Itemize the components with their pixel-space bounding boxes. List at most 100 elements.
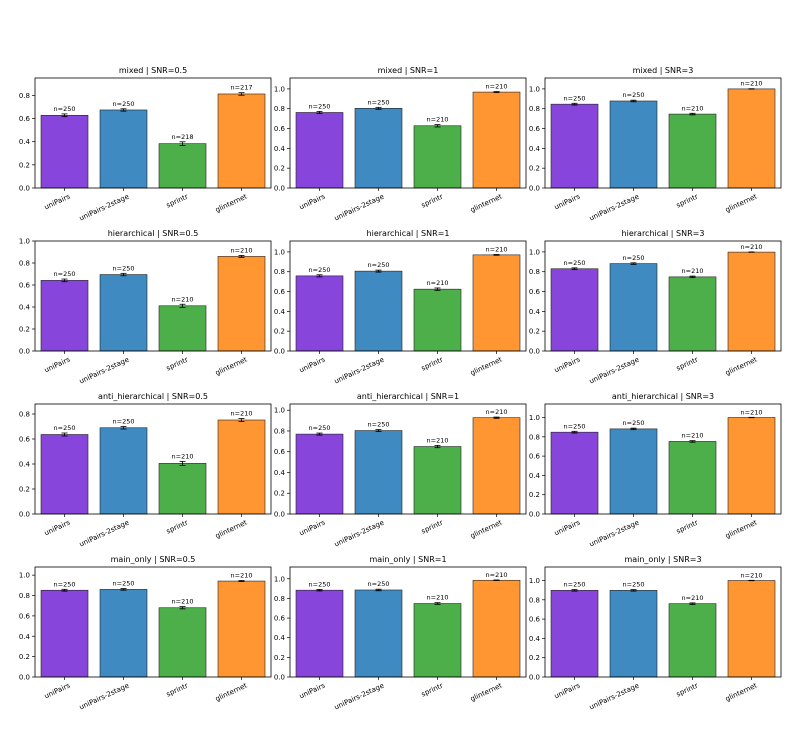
axes-frame — [544, 240, 782, 352]
y-tick-label: 0.6 — [529, 125, 541, 133]
x-tick-label: uniPairs — [553, 192, 582, 211]
y-tick-label: 0.0 — [529, 185, 540, 193]
axes-frame — [544, 403, 782, 515]
x-tick-label: uniPairs-2stage — [588, 519, 640, 549]
y-tick-label: 0.4 — [529, 308, 541, 316]
x-tick-label: uniPairs — [43, 355, 72, 374]
x-tick-label: uniPairs — [298, 518, 327, 537]
x-tick-label: uniPairs — [553, 681, 582, 700]
bar-sprintr — [668, 603, 717, 678]
x-tick-label: sprintr — [420, 519, 444, 536]
subplot-title: main_only | SNR=3 — [624, 555, 701, 564]
bar-count-label: n=210 — [231, 410, 253, 418]
x-tick-label: uniPairs-2stage — [78, 519, 130, 549]
bar-glinternet — [472, 579, 521, 678]
y-tick-label: 0.6 — [529, 288, 541, 296]
subplot-2: mixed | SNR=1 0.0 0.2 0.4 0.6 0.8 1.0 n=250 uniP… — [274, 66, 527, 223]
bar-sprintr — [413, 125, 462, 189]
y-tick-label: 0.0 — [274, 511, 285, 519]
bar-count-label: n=250 — [54, 105, 76, 113]
y-tick-label: 1.0 — [19, 572, 30, 580]
bar-uniPairs-2stage — [99, 589, 148, 678]
bar-glinternet — [472, 254, 521, 352]
y-tick-label: 0.6 — [19, 436, 31, 444]
x-tick-label: glinternet — [214, 192, 248, 214]
x-tick-label: glinternet — [469, 355, 503, 377]
axes-frame — [544, 566, 782, 678]
y-tick-label: 0.8 — [274, 105, 285, 113]
subplot-4: hierarchical | SNR=0.5 0.0 0.2 0.4 0.6 0.8 1.0… — [19, 229, 272, 386]
y-tick-label: 0.4 — [529, 635, 541, 643]
x-tick-label: sprintr — [675, 519, 699, 536]
y-tick-label: 0.2 — [19, 653, 30, 661]
y-tick-label: 0.8 — [19, 92, 30, 100]
subplot-title: main_only | SNR=0.5 — [111, 555, 196, 564]
x-tick-label: uniPairs — [298, 681, 327, 700]
x-tick-label: sprintr — [420, 356, 444, 373]
x-tick-label: uniPairs — [298, 355, 327, 374]
y-tick-label: 0.4 — [529, 145, 541, 153]
y-tick-label: 0.0 — [274, 185, 285, 193]
bar-count-label: n=250 — [564, 422, 586, 430]
subplot-5: hierarchical | SNR=1 0.0 0.2 0.4 0.6 0.8 1.0 n=… — [274, 229, 527, 386]
bar-count-label: n=210 — [427, 279, 449, 287]
subplot-3: mixed | SNR=3 0.0 0.2 0.4 0.6 0.8 1.0 n=250 uniP… — [529, 66, 782, 223]
y-tick-label: 0.0 — [274, 674, 285, 682]
bar-uniPairs — [295, 433, 344, 515]
subplot-title: main_only | SNR=1 — [369, 555, 446, 564]
y-tick-label: 0.0 — [529, 674, 540, 682]
y-tick-label: 0.2 — [274, 490, 285, 498]
y-tick-label: 0.2 — [274, 654, 285, 662]
x-tick-label: sprintr — [675, 193, 699, 210]
x-tick-label: sprintr — [165, 356, 189, 373]
x-tick-label: sprintr — [420, 682, 444, 699]
bar-sprintr — [668, 441, 717, 515]
bar-count-label: n=210 — [231, 246, 253, 254]
y-tick-label: 0.6 — [274, 615, 286, 623]
bar-uniPairs-2stage — [99, 427, 148, 515]
x-tick-label: glinternet — [724, 192, 758, 214]
x-tick-label: sprintr — [165, 682, 189, 699]
bar-sprintr — [413, 446, 462, 515]
y-tick-label: 0.0 — [274, 348, 285, 356]
y-tick-label: 0.8 — [274, 268, 285, 276]
bar-uniPairs-2stage — [609, 590, 658, 678]
x-tick-label: uniPairs — [553, 355, 582, 374]
bar-count-label: n=210 — [172, 452, 194, 460]
bar-uniPairs — [295, 275, 344, 352]
x-tick-label: glinternet — [469, 681, 503, 703]
subplot-7: anti_hierarchical | SNR=0.5 0.0 0.2 0.4 0.6 0… — [19, 392, 272, 549]
y-tick-label: 0.6 — [19, 612, 31, 620]
x-tick-label: sprintr — [165, 519, 189, 536]
y-tick-label: 0.8 — [19, 260, 30, 268]
bar-sprintr — [413, 288, 462, 352]
bar-glinternet — [727, 88, 776, 189]
bar-uniPairs — [550, 268, 599, 352]
subplot-title: hierarchical | SNR=3 — [622, 229, 705, 238]
y-tick-label: 0.2 — [529, 654, 540, 662]
bar-count-label: n=210 — [741, 80, 763, 88]
subplot-title: anti_hierarchical | SNR=3 — [612, 392, 714, 401]
bar-count-label: n=250 — [564, 259, 586, 267]
bar-sprintr — [158, 463, 207, 515]
y-tick-label: 0.2 — [274, 328, 285, 336]
subplot-11: main_only | SNR=1 0.0 0.2 0.4 0.6 0.8 1.0 n=250… — [274, 555, 527, 712]
bar-glinternet — [727, 580, 776, 678]
bar-count-label: n=250 — [368, 98, 390, 106]
bar-sprintr — [668, 276, 717, 352]
y-tick-label: 1.0 — [19, 238, 30, 246]
bar-glinternet — [217, 93, 266, 189]
y-tick-label: 0.6 — [19, 282, 31, 290]
x-tick-label: glinternet — [724, 355, 758, 377]
x-tick-label: uniPairs — [43, 681, 72, 700]
bar-count-label: n=210 — [682, 104, 704, 112]
bar-count-label: n=210 — [486, 245, 508, 253]
axes-frame — [544, 77, 782, 189]
x-tick-label: glinternet — [469, 518, 503, 540]
bar-glinternet — [727, 251, 776, 352]
bar-uniPairs — [40, 114, 89, 189]
bar-uniPairs-2stage — [609, 263, 658, 352]
bar-count-label: n=210 — [427, 116, 449, 124]
bar-count-label: n=250 — [54, 424, 76, 432]
